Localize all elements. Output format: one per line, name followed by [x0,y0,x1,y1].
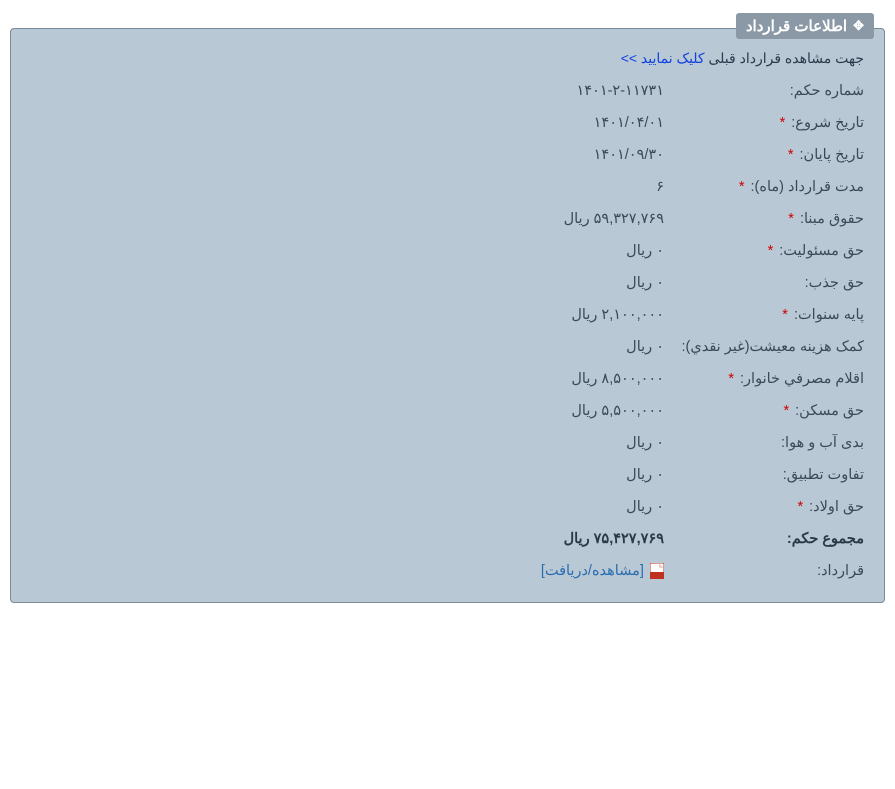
required-marker: * [739,179,745,195]
field-order-number: شماره حکم: ۱۴۰۱-۲-۱۱۷۳۱ [31,75,864,107]
field-duration: مدت قرارداد (ماه): * ۶ [31,171,864,203]
value-years-base: ۲,۱۰۰,۰۰۰ ریال [571,307,664,323]
label-years-base: پایه سنوات: [794,307,864,323]
value-end-date: ۱۴۰۱/۰۹/۳۰ [594,147,664,163]
label-total: مجموع حکم: [787,531,864,547]
value-adjustment: ۰ ریال [626,467,664,483]
value-responsibility: ۰ ریال [626,243,664,259]
required-marker: * [780,115,786,131]
value-start-date: ۱۴۰۱/۰۴/۰۱ [594,115,664,131]
field-climate: بدی آب و هوا: ۰ ریال [31,427,864,459]
field-base-salary: حقوق مبنا: * ۵۹,۳۲۷,۷۶۹ ریال [31,203,864,235]
field-children: حق اولاد: * ۰ ریال [31,491,864,523]
pdf-icon [650,563,664,579]
previous-contract-row: جهت مشاهده قرارداد قبلی کلیک نمایید >> [31,44,864,67]
field-total: مجموع حکم: ۷۵,۴۲۷,۷۶۹ ریال [31,523,864,555]
label-start-date: تاریخ شروع: [791,115,864,131]
field-living-aid: کمک هزینه معیشت(غیر نقدي): ۰ ریال [31,331,864,363]
contract-info-panel: ✥ اطلاعات قرارداد جهت مشاهده قرارداد قبل… [10,28,885,603]
label-household: اقلام مصرفي خانوار: [740,371,864,387]
value-total: ۷۵,۴۲۷,۷۶۹ ریال [564,531,664,547]
label-duration: مدت قرارداد (ماه): [751,179,864,195]
value-attraction: ۰ ریال [626,275,664,291]
value-climate: ۰ ریال [626,435,664,451]
required-marker: * [788,147,794,163]
panel-title-bar[interactable]: ✥ اطلاعات قرارداد [736,13,874,39]
value-housing: ۵,۵۰۰,۰۰۰ ریال [571,403,664,419]
label-end-date: تاریخ پایان: [800,147,864,163]
field-years-base: پایه سنوات: * ۲,۱۰۰,۰۰۰ ریال [31,299,864,331]
value-base-salary: ۵۹,۳۲۷,۷۶۹ ریال [564,211,664,227]
label-living-aid: کمک هزینه معیشت(غیر نقدي): [682,339,864,355]
value-children: ۰ ریال [626,499,664,515]
move-icon: ✥ [853,18,864,34]
label-base-salary: حقوق مبنا: [800,211,864,227]
label-order-number: شماره حکم: [790,83,864,99]
contract-view-link[interactable]: [مشاهده/دریافت] [541,563,644,579]
field-household: اقلام مصرفي خانوار: * ۸,۵۰۰,۰۰۰ ریال [31,363,864,395]
field-contract-file: قرارداد: [مشاهده/دریافت] [31,555,864,587]
field-attraction: حق جذب: ۰ ریال [31,267,864,299]
label-contract-file: قرارداد: [817,563,864,579]
required-marker: * [768,243,774,259]
label-responsibility: حق مسئولیت: [779,243,864,259]
panel-title-text: اطلاعات قرارداد [746,17,847,35]
value-order-number: ۱۴۰۱-۲-۱۱۷۳۱ [576,83,664,99]
field-start-date: تاریخ شروع: * ۱۴۰۱/۰۴/۰۱ [31,107,864,139]
previous-contract-prefix: جهت مشاهده قرارداد قبلی [705,50,864,66]
required-marker: * [728,371,734,387]
label-climate: بدی آب و هوا: [781,435,864,451]
value-duration: ۶ [656,179,664,195]
label-adjustment: تفاوت تطبیق: [783,467,864,483]
field-responsibility: حق مسئولیت: * ۰ ریال [31,235,864,267]
required-marker: * [783,403,789,419]
required-marker: * [797,499,803,515]
value-household: ۸,۵۰۰,۰۰۰ ریال [571,371,664,387]
label-housing: حق مسکن: [795,403,864,419]
required-marker: * [782,307,788,323]
field-adjustment: تفاوت تطبیق: ۰ ریال [31,459,864,491]
field-housing: حق مسکن: * ۵,۵۰۰,۰۰۰ ریال [31,395,864,427]
previous-contract-link[interactable]: کلیک نمایید >> [621,50,705,66]
field-end-date: تاریخ پایان: * ۱۴۰۱/۰۹/۳۰ [31,139,864,171]
label-attraction: حق جذب: [805,275,864,291]
required-marker: * [788,211,794,227]
label-children: حق اولاد: [809,499,864,515]
value-living-aid: ۰ ریال [626,339,664,355]
